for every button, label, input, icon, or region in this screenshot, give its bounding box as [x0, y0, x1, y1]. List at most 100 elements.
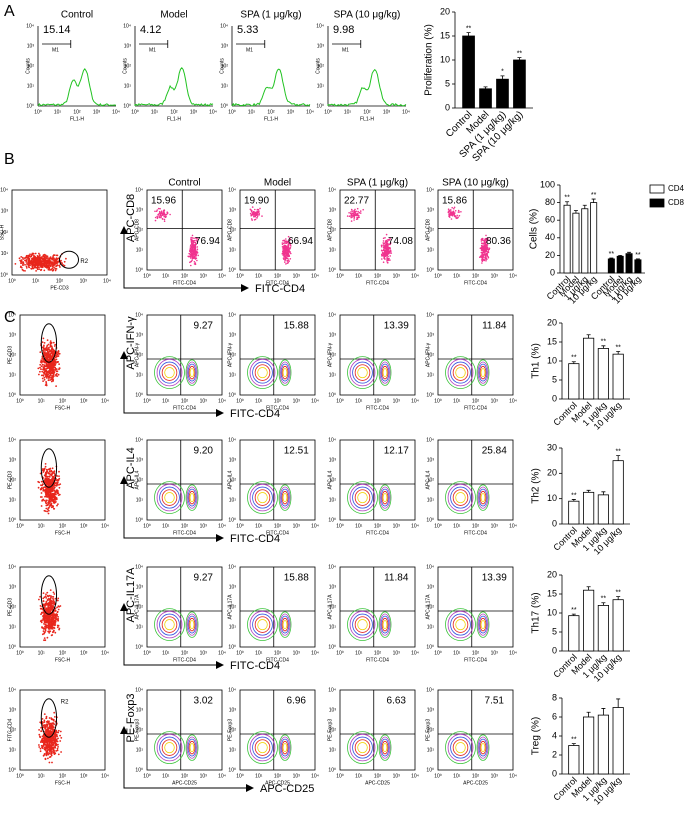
event-dot: [35, 260, 38, 263]
event-dot: [46, 499, 48, 502]
contour-ring: [187, 363, 197, 382]
event-dot: [50, 470, 53, 473]
event-dot: [486, 244, 488, 246]
small-axis-label: APC-IL4: [327, 470, 333, 489]
y-decade-label: 10¹: [136, 747, 144, 753]
y-decade-label: 10²: [427, 352, 435, 358]
event-dot: [48, 742, 51, 745]
event-dot: [54, 736, 57, 738]
x-decade-label: 10³: [491, 523, 499, 529]
event-dot: [256, 213, 258, 215]
event-dot: [42, 337, 45, 340]
plot-frame: [239, 689, 316, 771]
contour-ring: [186, 736, 198, 759]
event-dot: [250, 218, 253, 220]
contour-ring: [378, 611, 392, 638]
y-decade-label: 10²: [229, 727, 237, 733]
event-dot: [53, 370, 55, 373]
x-decade-label: 10²: [472, 773, 480, 779]
error-bar: [609, 257, 614, 259]
event-dot: [46, 599, 49, 601]
y-decade-label: 10¹: [229, 624, 237, 630]
x-decade-label: 10³: [80, 523, 88, 529]
y-axis-label: APC-IL17A: [125, 567, 137, 623]
event-dot: [193, 253, 195, 256]
x-axis-label: FITC-CD4: [255, 283, 305, 295]
y-decade-label: 10⁴: [8, 687, 16, 693]
contour-ring: [476, 734, 490, 761]
event-dot: [250, 210, 253, 213]
y-decade-label: 10²: [329, 227, 337, 233]
percent-label: 11.84: [482, 321, 507, 332]
event-dot: [49, 369, 51, 371]
event-dot: [43, 354, 46, 356]
x-decade-label: 10¹: [453, 273, 461, 279]
y-decade-label: 10¹: [427, 247, 435, 253]
event-dot: [257, 208, 260, 211]
event-dot: [286, 260, 289, 262]
event-dot: [49, 344, 52, 346]
event-dot: [389, 249, 392, 252]
x-decade-label: 10¹: [453, 773, 461, 779]
event-dot: [50, 752, 53, 755]
event-dot: [482, 245, 484, 248]
gate-region-label: R2: [61, 700, 69, 706]
small-axis-label: APC-CD8: [425, 219, 431, 241]
contour-ring: [354, 364, 371, 381]
error-bar: [616, 596, 621, 600]
event-dot: [51, 743, 54, 746]
y-decade-label: 10⁴: [135, 187, 143, 193]
contour-ring: [447, 610, 474, 639]
x-decade-label: 10³: [393, 523, 401, 529]
x-decade-label: 10⁴: [509, 523, 517, 529]
event-dot: [49, 340, 52, 342]
event-dot: [196, 239, 198, 242]
event-dot: [289, 238, 292, 240]
event-dot: [39, 366, 41, 369]
event-dot: [387, 262, 389, 264]
event-dot: [58, 605, 60, 608]
y-decade-label: 10²: [427, 727, 435, 733]
event-dot: [44, 758, 47, 761]
event-dot: [359, 210, 362, 212]
y-decade-label: 10⁰: [228, 644, 236, 650]
x-decade-label: 10²: [59, 650, 67, 656]
event-dot: [50, 380, 53, 383]
x-decade-label: 10²: [472, 523, 480, 529]
contour-ring: [379, 613, 391, 636]
event-dot: [50, 738, 53, 741]
y-decade-label: 10¹: [329, 624, 337, 630]
event-dot: [54, 747, 56, 749]
event-dot: [48, 747, 51, 749]
event-dot: [49, 602, 52, 605]
event-dot: [281, 243, 284, 246]
event-dot: [350, 211, 352, 213]
event-dot: [45, 744, 47, 747]
x-decade-label: 10⁰: [143, 773, 151, 779]
error-bar: [571, 361, 576, 364]
y-decade-label: 10⁰: [228, 267, 236, 273]
error-bar: [586, 489, 591, 493]
event-dot: [52, 505, 54, 507]
x-decade-label: 10³: [80, 278, 88, 284]
event-dot: [287, 253, 290, 255]
y-decade-label: 10¹: [9, 747, 17, 753]
x-decade-label: 10⁴: [311, 273, 319, 279]
event-dot: [43, 263, 45, 265]
y-decade-label: 10⁴: [228, 187, 236, 193]
x-decade-label: 10⁰: [16, 523, 24, 529]
event-dot: [389, 243, 391, 246]
event-dot: [53, 489, 56, 492]
event-dot: [485, 260, 487, 262]
event-dot: [56, 475, 59, 477]
event-dot: [191, 234, 194, 237]
event-dot: [35, 270, 37, 272]
x-decade-label: 10⁴: [311, 650, 319, 656]
histogram-curve: [134, 67, 214, 107]
small-axis-label: APC-IL4: [425, 470, 431, 489]
contour-ring: [378, 359, 392, 386]
event-dot: [50, 490, 53, 493]
event-dot: [451, 213, 454, 216]
event-dot: [457, 216, 459, 218]
y-decade-label: 10⁰: [8, 767, 16, 773]
